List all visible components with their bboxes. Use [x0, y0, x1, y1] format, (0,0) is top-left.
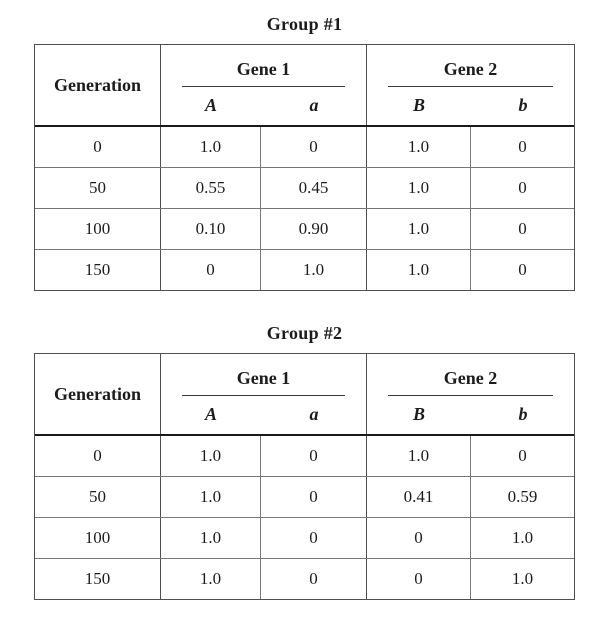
gene-1-label: Gene 1: [236, 367, 291, 388]
table-cell-a: 0: [260, 436, 366, 476]
page: Group #1 Generation Gene 1 A a Gene 2: [34, 14, 611, 600]
gene-2-allele-row: B b: [367, 87, 574, 125]
table-cell-B: 1.0: [366, 209, 470, 249]
table-cell-A: 1.0: [160, 559, 260, 599]
table-cell-a: 0: [260, 559, 366, 599]
table-cell-b: 0: [470, 436, 574, 476]
group-1-title: Group #1: [266, 14, 343, 34]
gene-2-header: Gene 2: [367, 45, 574, 87]
gene-2-underline-rule: [388, 85, 553, 87]
gene-2-label: Gene 2: [443, 58, 498, 79]
group-2-title: Group #2: [266, 323, 343, 343]
table-cell-a: 0: [260, 127, 366, 167]
allele-header-b: b: [518, 95, 528, 116]
table-cell-b: 0: [470, 168, 574, 208]
allele-header-A: A: [204, 95, 217, 116]
table-cell-b: 1.0: [470, 518, 574, 558]
group-1-table-header: Generation Gene 1 A a Gene 2: [35, 45, 574, 127]
table-cell-A: 1.0: [160, 127, 260, 167]
table-cell-A: 1.0: [160, 436, 260, 476]
gene-2-underline-rule: [388, 394, 553, 396]
gene-1-header: Gene 1: [161, 45, 366, 87]
gene-1-header: Gene 1: [161, 354, 366, 396]
gene-1-label: Gene 1: [236, 58, 291, 79]
table-cell-A: 1.0: [160, 477, 260, 517]
gene-1-allele-row: A a: [161, 396, 366, 434]
table-row: 0 1.0 0 1.0 0: [35, 127, 574, 167]
table-cell-B: 0: [366, 518, 470, 558]
table-cell-a: 1.0: [260, 250, 366, 290]
generation-cell: 150: [84, 260, 111, 279]
table-row: 150 1.0 0 0 1.0: [35, 558, 574, 599]
group-2-table: Generation Gene 1 A a Gene 2: [34, 353, 575, 600]
group-1-section: Group #1 Generation Gene 1 A a Gene 2: [34, 14, 611, 291]
gene-1-underline-rule: [182, 394, 345, 396]
generation-cell: 100: [84, 219, 111, 238]
gene-1-header-group: Gene 1 A a: [160, 354, 366, 434]
table-cell-B: 1.0: [366, 250, 470, 290]
allele-header-a: a: [309, 404, 319, 425]
generation-cell: 0: [93, 446, 102, 465]
table-row: 0 1.0 0 1.0 0: [35, 436, 574, 476]
gene-1-header-group: Gene 1 A a: [160, 45, 366, 125]
allele-header-b: b: [518, 404, 528, 425]
table-cell-b: 0: [470, 250, 574, 290]
table-cell-A: 1.0: [160, 518, 260, 558]
table-cell-b: 0: [470, 127, 574, 167]
table-cell-B: 0: [366, 559, 470, 599]
allele-header-B: B: [412, 404, 425, 425]
gene-2-allele-row: B b: [367, 396, 574, 434]
table-cell-B: 1.0: [366, 127, 470, 167]
table-cell-b: 1.0: [470, 559, 574, 599]
table-cell-B: 0.41: [366, 477, 470, 517]
table-cell-b: 0: [470, 209, 574, 249]
table-cell-A: 0.10: [160, 209, 260, 249]
gene-2-header: Gene 2: [367, 354, 574, 396]
table-row: 150 0 1.0 1.0 0: [35, 249, 574, 290]
allele-header-a: a: [309, 95, 319, 116]
generation-cell: 100: [84, 528, 111, 547]
table-cell-a: 0.90: [260, 209, 366, 249]
gene-2-label: Gene 2: [443, 367, 498, 388]
gene-1-underline-rule: [182, 85, 345, 87]
group-2-section: Group #2 Generation Gene 1 A a Gene 2: [34, 323, 611, 600]
generation-cell: 50: [89, 178, 106, 197]
gene-1-allele-row: A a: [161, 87, 366, 125]
table-cell-a: 0.45: [260, 168, 366, 208]
table-row: 100 1.0 0 0 1.0: [35, 517, 574, 558]
group-1-table-body: 0 1.0 0 1.0 0 50 0.55 0.45 1.0 0 100 0.1…: [35, 127, 574, 290]
table-row: 100 0.10 0.90 1.0 0: [35, 208, 574, 249]
gene-2-header-group: Gene 2 B b: [366, 354, 574, 434]
table-row: 50 0.55 0.45 1.0 0: [35, 167, 574, 208]
gene-2-header-group: Gene 2 B b: [366, 45, 574, 125]
table-row: 50 1.0 0 0.41 0.59: [35, 476, 574, 517]
generation-column-header: Generation: [54, 383, 141, 404]
generation-cell: 50: [89, 487, 106, 506]
allele-header-A: A: [204, 404, 217, 425]
table-cell-a: 0: [260, 518, 366, 558]
table-cell-A: 0.55: [160, 168, 260, 208]
generation-cell: 0: [93, 137, 102, 156]
group-1-table: Generation Gene 1 A a Gene 2: [34, 44, 575, 291]
table-cell-b: 0.59: [470, 477, 574, 517]
table-cell-B: 1.0: [366, 436, 470, 476]
generation-column-header: Generation: [54, 74, 141, 95]
table-cell-B: 1.0: [366, 168, 470, 208]
table-cell-A: 0: [160, 250, 260, 290]
generation-cell: 150: [84, 569, 111, 588]
allele-header-B: B: [412, 95, 425, 116]
group-2-table-body: 0 1.0 0 1.0 0 50 1.0 0 0.41 0.59 100 1.0…: [35, 436, 574, 599]
group-2-table-header: Generation Gene 1 A a Gene 2: [35, 354, 574, 436]
table-cell-a: 0: [260, 477, 366, 517]
